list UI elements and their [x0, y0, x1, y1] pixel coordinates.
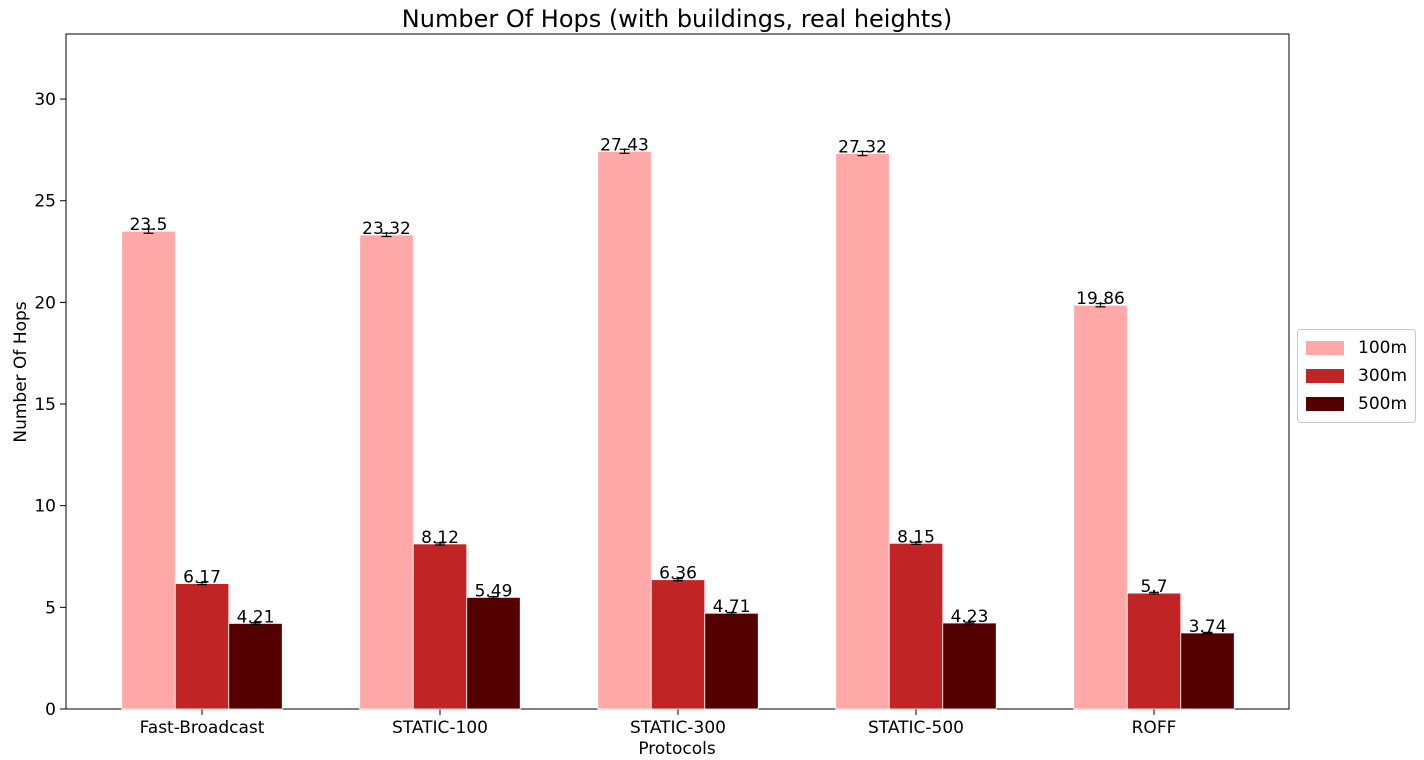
data-label: 4.23 [951, 607, 989, 627]
legend-label: 300m [1358, 366, 1408, 386]
y-tick-label: 20 [34, 293, 56, 313]
bar-500m [1180, 632, 1235, 710]
bar-500m [704, 612, 759, 710]
x-axis-label: Protocols [638, 739, 716, 759]
y-axis-label: Number Of Hops [11, 301, 31, 442]
x-tick-label: STATIC-500 [868, 718, 964, 738]
bar-500m [942, 622, 997, 710]
legend-label: 100m [1358, 338, 1408, 358]
data-label: 6.36 [659, 564, 697, 584]
x-tick-label: STATIC-100 [392, 718, 488, 738]
data-label: 23.5 [130, 215, 168, 235]
data-label: 5.7 [1140, 577, 1167, 597]
bar-500m [228, 623, 283, 710]
bar-100m [835, 153, 890, 710]
y-tick-label: 0 [45, 700, 56, 720]
bar-100m [1073, 304, 1128, 710]
data-label: 5.49 [475, 581, 513, 601]
data-label: 8.12 [421, 528, 459, 548]
legend-swatch [1306, 397, 1344, 411]
y-tick-label: 10 [34, 497, 56, 517]
bar-300m [650, 579, 706, 710]
legend-item-100m: 100m [1306, 334, 1407, 362]
bar-300m [888, 542, 944, 710]
x-tick-label: ROFF [1132, 718, 1177, 738]
data-label: 19.86 [1076, 289, 1125, 309]
data-label: 8.15 [897, 527, 935, 547]
y-tick-label: 30 [34, 90, 56, 110]
legend-label: 500m [1358, 394, 1408, 414]
data-label: 6.17 [183, 568, 221, 588]
bar-500m [466, 596, 521, 710]
y-tick-label: 5 [45, 598, 56, 618]
y-tick-label: 15 [34, 395, 56, 415]
plot-area: 0 5 10 15 20 25 30 Fast-Broadcast 23.5 6.17 4.21 ST… [34, 33, 1290, 738]
data-label: 4.21 [237, 607, 275, 627]
x-tick-label: STATIC-300 [630, 718, 726, 738]
data-label: 23.32 [362, 219, 411, 239]
data-label: 3.74 [1189, 617, 1227, 637]
legend-swatch [1306, 369, 1344, 383]
legend-swatch [1306, 341, 1344, 355]
x-tick-label: Fast-Broadcast [140, 718, 265, 738]
bar-100m [121, 230, 176, 710]
data-label: 27.43 [600, 135, 649, 155]
data-label: 4.71 [713, 597, 751, 617]
data-label: 27.32 [838, 138, 887, 158]
bar-300m [174, 583, 230, 710]
bar-300m [412, 543, 468, 710]
legend-item-500m: 500m [1306, 390, 1407, 418]
chart-title: Number Of Hops (with buildings, real hei… [402, 5, 952, 33]
legend-item-300m: 300m [1306, 362, 1407, 390]
y-tick-label: 25 [34, 192, 56, 212]
chart-legend: 100m 300m 500m [1297, 329, 1417, 423]
bar-100m [597, 150, 652, 710]
bar-100m [359, 234, 414, 710]
bar-300m [1126, 592, 1182, 710]
